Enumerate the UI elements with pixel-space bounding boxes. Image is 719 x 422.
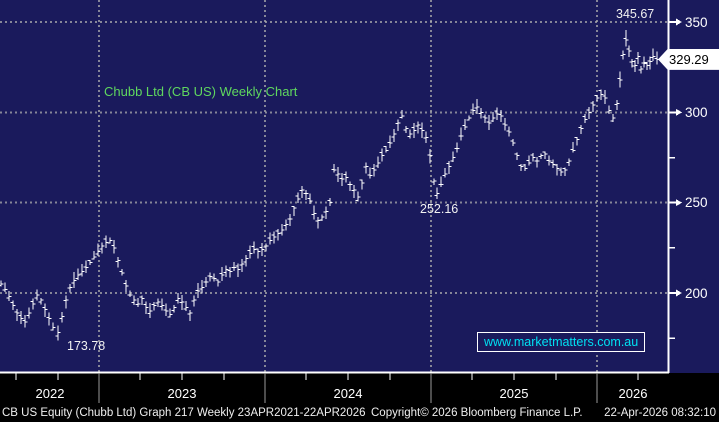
- x-axis-year-2025: 2025: [499, 386, 529, 401]
- x-axis-year-2022: 2022: [35, 386, 65, 401]
- x-axis-year-2023: 2023: [167, 386, 197, 401]
- status-copyright: Copyright© 2026 Bloomberg Finance L.P.: [371, 407, 583, 419]
- y-axis-tick-350: 350: [685, 14, 708, 30]
- annotation-pullback: 252.16: [420, 202, 459, 216]
- y-axis-tick-200: 200: [685, 285, 708, 301]
- y-axis-tick-300: 300: [685, 104, 708, 120]
- status-bar: CB US Equity (Chubb Ltd) Graph 217 Weekl…: [0, 405, 719, 422]
- x-axis-year-2024: 2024: [333, 386, 363, 401]
- y-axis-tick-250: 250: [685, 195, 708, 211]
- chart-title: Chubb Ltd (CB US) Weekly Chart: [104, 84, 298, 99]
- last-price-tag: 329.29: [658, 48, 719, 70]
- annotation-low: 173.78: [67, 339, 106, 353]
- status-instrument-range: CB US Equity (Chubb Ltd) Graph 217 Weekl…: [2, 407, 366, 419]
- status-timestamp: 22-Apr-2026 08:32:10: [604, 407, 716, 419]
- annotation-high: 345.67: [616, 7, 655, 21]
- x-axis-year-2026: 2026: [618, 386, 648, 401]
- marketmatters-link[interactable]: www.marketmatters.com.au: [477, 332, 646, 352]
